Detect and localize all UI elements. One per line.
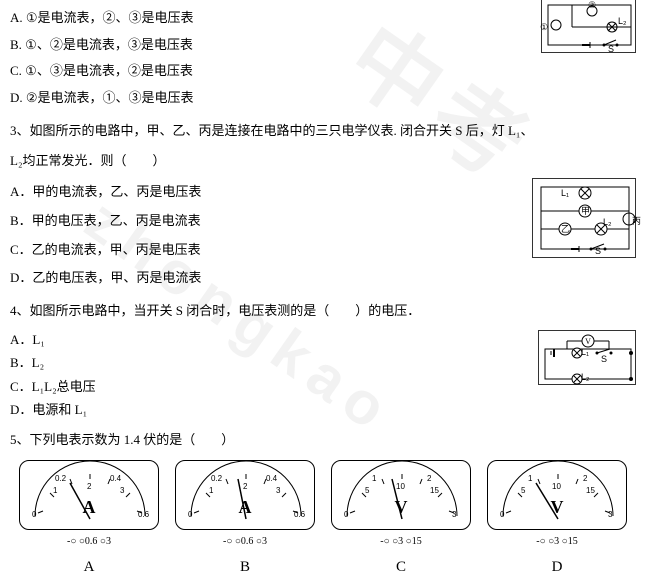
d3-l1: L₁ xyxy=(581,344,589,361)
q4-block: A．L₁ B．L₂ C．L₁L₂总电压 D．电源和 L₁ V L₁ L₂ S xyxy=(10,328,636,422)
ma-s3: 0.6 xyxy=(138,507,149,522)
q4-stem: 4、如图所示电路中，当开关 S 闭合时，电压表测的是（ ）的电压． xyxy=(10,299,636,324)
d2-s: S xyxy=(595,243,601,260)
d1-label-s: S xyxy=(608,41,614,58)
meter-d-letter: V xyxy=(551,490,564,524)
meter-a-caption: A xyxy=(84,553,95,582)
mc-s0: 0 xyxy=(344,507,348,522)
meter-d: 0 1 2 3 5 10 15 V -○ ○3 ○15 D xyxy=(482,460,632,582)
q3-opt-c: C．乙的电流表，甲、丙是电压表 xyxy=(10,238,532,263)
q3-block: A．甲的电流表，乙、丙是电压表 B．甲的电压表，乙、丙是电流表 C．乙的电流表，… xyxy=(10,178,636,293)
q5-stem: 5、下列电表示数为 1.4 伏的是（ ） xyxy=(10,428,636,453)
q3-opt-b: B．甲的电压表，乙、丙是电流表 xyxy=(10,209,532,234)
ma-s0: 0 xyxy=(32,507,36,522)
mb-s3: 0.6 xyxy=(294,507,305,522)
q4-opt-c: C．L₁L₂总电压 xyxy=(10,377,538,397)
q3-stem-1: 3、如图所示的电路中，甲、乙、丙是连接在电路中的三只电学仪表. 闭合开关 S 后… xyxy=(10,119,636,144)
meter-c-terminals: -○ ○3 ○15 xyxy=(380,532,421,551)
meter-d-caption: D xyxy=(552,553,563,582)
meter-c-letter: V xyxy=(395,490,408,524)
mc-s3: 3 xyxy=(452,507,456,522)
mc-b1: 5 xyxy=(365,483,369,498)
mb-b1: 1 xyxy=(209,483,213,498)
d2-jia: 甲 xyxy=(581,203,590,220)
mc-s1: 1 xyxy=(372,471,376,486)
q4-opt-b: B．L₂ xyxy=(10,353,538,373)
q2-opt-a: A. ①是电流表，②、③是电压表 xyxy=(10,6,541,31)
d1-label-1: ① xyxy=(540,19,548,36)
d3-l2: L₂ xyxy=(581,369,590,386)
d2-yi: 乙 xyxy=(561,221,570,238)
q2-opt-d: D. ②是电流表，①、③是电压表 xyxy=(10,86,541,111)
q4-opt-a: A．L₁ xyxy=(10,330,538,350)
q4-circuit-diagram: V L₁ L₂ S xyxy=(538,330,636,385)
md-s3: 3 xyxy=(608,507,612,522)
mb-b3: 3 xyxy=(276,483,280,498)
meter-c-caption: C xyxy=(396,553,406,582)
meters-row: 0 0.2 0.4 0.6 1 2 3 A -○ ○0.6 ○3 A 0 0.2… xyxy=(10,460,636,582)
q3-opt-a: A．甲的电流表，乙、丙是电压表 xyxy=(10,180,532,205)
md-s1: 1 xyxy=(528,471,532,486)
ma-b3: 3 xyxy=(120,483,124,498)
meter-b-caption: B xyxy=(240,553,250,582)
d1-label-2: ② xyxy=(588,0,596,14)
meter-b: 0 0.2 0.4 0.6 1 2 3 A -○ ○0.6 ○3 B xyxy=(170,460,320,582)
d2-l2: L₂ xyxy=(603,214,612,231)
d1-label-l2: L₂ xyxy=(618,13,627,30)
q3-circuit-diagram: L₁ 甲 乙 L₂ 丙 S xyxy=(532,178,636,258)
d3-s: S xyxy=(601,351,607,368)
mb-s0: 0 xyxy=(188,507,192,522)
meter-b-terminals: -○ ○0.6 ○3 xyxy=(223,532,267,551)
meter-c: 0 1 2 3 5 10 15 V -○ ○3 ○15 C xyxy=(326,460,476,582)
d2-l1: L₁ xyxy=(561,185,569,202)
meter-b-letter: A xyxy=(239,490,252,524)
md-s0: 0 xyxy=(500,507,504,522)
q2-opt-c: C. ①、③是电流表，②是电压表 xyxy=(10,59,541,84)
md-b1: 5 xyxy=(521,483,525,498)
q2-block: A. ①是电流表，②、③是电压表 B. ①、②是电流表，③是电压表 C. ①、③… xyxy=(10,4,636,113)
q2-opt-b: B. ①、②是电流表，③是电压表 xyxy=(10,33,541,58)
q2-circuit-diagram: ① ② L₂ S xyxy=(541,0,636,53)
q4-opt-d: D．电源和 L₁ xyxy=(10,400,538,420)
q3-stem-2: L₂均正常发光．则（ ） xyxy=(10,149,636,174)
d2-bing: 丙 xyxy=(632,213,641,230)
mc-b3: 15 xyxy=(430,483,439,498)
meter-d-terminals: -○ ○3 ○15 xyxy=(536,532,577,551)
q3-opt-d: D．乙的电压表，甲、丙是电流表 xyxy=(10,266,532,291)
ma-b1: 1 xyxy=(53,483,57,498)
meter-a-terminals: -○ ○0.6 ○3 xyxy=(67,532,111,551)
meter-a: 0 0.2 0.4 0.6 1 2 3 A -○ ○0.6 ○3 A xyxy=(14,460,164,582)
meter-a-letter: A xyxy=(83,490,96,524)
md-b3: 15 xyxy=(586,483,595,498)
